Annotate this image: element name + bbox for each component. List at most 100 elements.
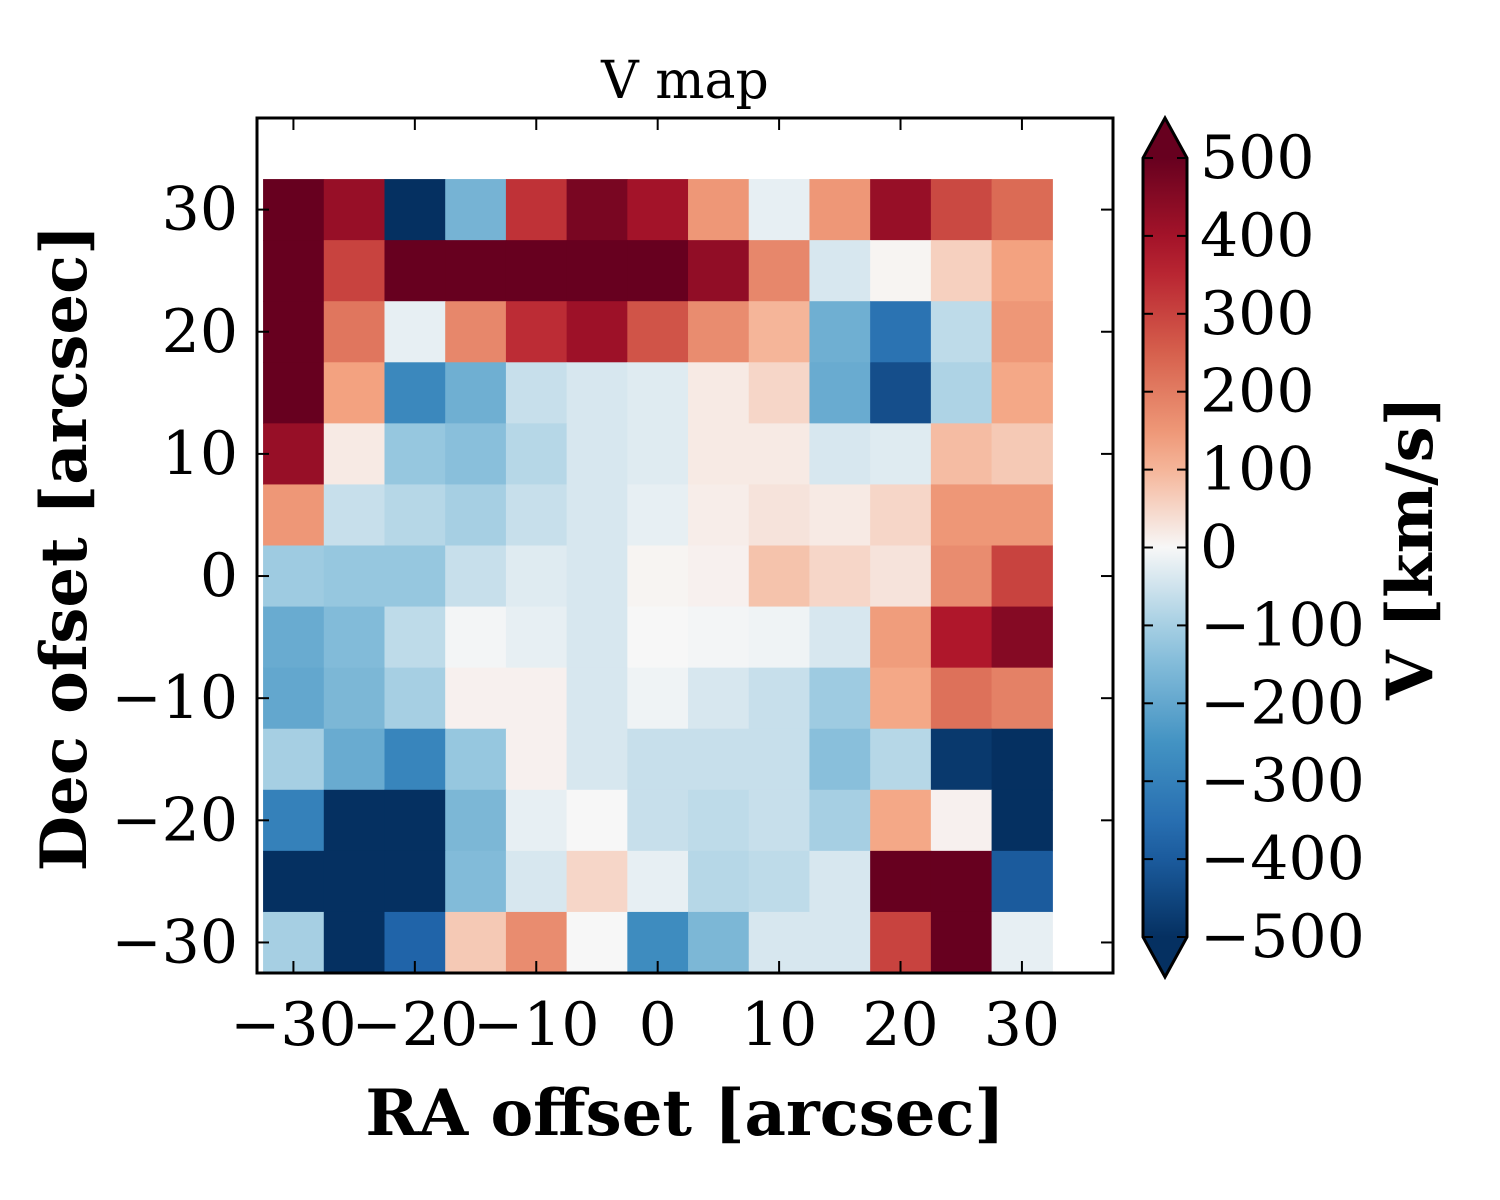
heatmap-cell	[991, 362, 1053, 424]
heatmap-cell	[263, 179, 325, 241]
heatmap-cell	[566, 606, 628, 669]
heatmap-cell	[323, 484, 386, 547]
heatmap-cell	[627, 728, 689, 791]
plot-frame	[255, 116, 1115, 975]
heatmap-cell	[930, 728, 993, 791]
colorbar-tick-label: −400	[1200, 824, 1365, 894]
heatmap-cell	[566, 240, 628, 302]
heatmap-cell	[627, 545, 689, 608]
heatmap-cell	[445, 667, 507, 730]
y-tick-labels: −30 −20 −10 0 10 20 30	[111, 175, 238, 978]
heatmap-cell	[930, 301, 993, 363]
x-tick-labels: −30−20−10 0 10 20 30	[230, 990, 1060, 1060]
heatmap-cell	[809, 789, 871, 852]
heatmap-cell	[748, 179, 811, 241]
heatmap-cell	[809, 240, 871, 302]
heatmap-cell	[384, 362, 446, 424]
heatmap-cell	[870, 362, 932, 424]
heatmap-cell	[323, 362, 386, 424]
heatmap-cell	[809, 545, 871, 608]
heatmap-cell	[263, 728, 325, 791]
heatmap-cell	[809, 179, 871, 241]
heatmap-cell	[809, 606, 871, 669]
heatmap-cell	[566, 301, 628, 363]
heatmap-cell	[445, 362, 507, 424]
heatmap-cell	[809, 667, 871, 730]
heatmap-cell	[384, 179, 446, 241]
heatmap-cell	[870, 545, 932, 608]
heatmap-cell	[688, 362, 750, 424]
heatmap-cell	[688, 606, 750, 669]
heatmap-cell	[566, 362, 628, 424]
heatmap-cell	[809, 301, 871, 363]
heatmap-cell	[809, 850, 871, 913]
heatmap-cell	[505, 728, 568, 791]
heatmap-cell	[930, 789, 993, 852]
heatmap-cell	[809, 484, 871, 547]
heatmap-cell	[627, 362, 689, 424]
heatmap-cell	[323, 728, 386, 791]
heatmap-cell	[263, 240, 325, 302]
colorbar-tick-label: −500	[1200, 902, 1365, 972]
heatmap-cell	[688, 484, 750, 547]
heatmap-cell	[627, 179, 689, 241]
colorbar-tick-label: 200	[1200, 357, 1315, 427]
heatmap-cell	[688, 423, 750, 486]
heatmap-cell	[566, 545, 628, 608]
y-tick-label: −10	[111, 663, 238, 733]
heatmap-cell	[930, 911, 993, 974]
heatmap-cell	[384, 789, 446, 852]
heatmap-cell	[991, 240, 1053, 302]
heatmap-cell	[445, 850, 507, 913]
heatmap-cell	[748, 301, 811, 363]
x-tick-label: 0	[639, 990, 677, 1060]
heatmap-cell	[870, 301, 932, 363]
colorbar-extend-max	[1143, 118, 1187, 158]
heatmap-cell	[445, 423, 507, 486]
heatmap-cell	[445, 911, 507, 974]
y-tick-label: 30	[162, 175, 238, 245]
heatmap-cell	[748, 240, 811, 302]
heatmap-cell	[991, 789, 1053, 852]
heatmap-cell	[627, 484, 689, 547]
heatmap-cell	[748, 423, 811, 486]
heatmap-cell	[263, 667, 325, 730]
heatmap-cell	[930, 484, 993, 547]
heatmap-cell	[445, 728, 507, 791]
heatmap-cell	[870, 728, 932, 791]
y-tick-label: −20	[111, 785, 238, 855]
heatmap-cell	[930, 240, 993, 302]
heatmap-cell	[566, 484, 628, 547]
heatmap-cell	[263, 850, 325, 913]
heatmap-cell	[748, 606, 811, 669]
heatmap-cell	[384, 667, 446, 730]
heatmap-cell	[688, 240, 750, 302]
heatmap-cell	[809, 362, 871, 424]
x-tick-label: −20	[352, 990, 479, 1060]
y-tick-label: 0	[200, 541, 238, 611]
heatmap-cell	[870, 789, 932, 852]
heatmap-cell	[930, 423, 993, 486]
x-tick-label: −10	[473, 990, 600, 1060]
heatmap-cell	[384, 728, 446, 791]
heatmap-cell	[748, 362, 811, 424]
heatmap-cell	[263, 423, 325, 486]
heatmap-cell	[930, 606, 993, 669]
colorbar-tick-label: 100	[1200, 435, 1315, 505]
heatmap-cell	[627, 850, 689, 913]
heatmap-cell	[627, 240, 689, 302]
y-tick-label: 10	[162, 419, 238, 489]
heatmap-cell	[991, 545, 1053, 608]
heatmap-cell	[323, 240, 386, 302]
heatmap-cell	[384, 240, 446, 302]
heatmap-cell	[930, 667, 993, 730]
heatmap-cell	[263, 484, 325, 547]
heatmap-cell	[384, 850, 446, 913]
heatmap-cell	[323, 667, 386, 730]
heatmap-cell	[384, 423, 446, 486]
heatmap-cell	[384, 484, 446, 547]
y-tick-label: −30	[111, 907, 238, 977]
heatmap-cell	[870, 606, 932, 669]
x-tick-label: −30	[230, 990, 357, 1060]
